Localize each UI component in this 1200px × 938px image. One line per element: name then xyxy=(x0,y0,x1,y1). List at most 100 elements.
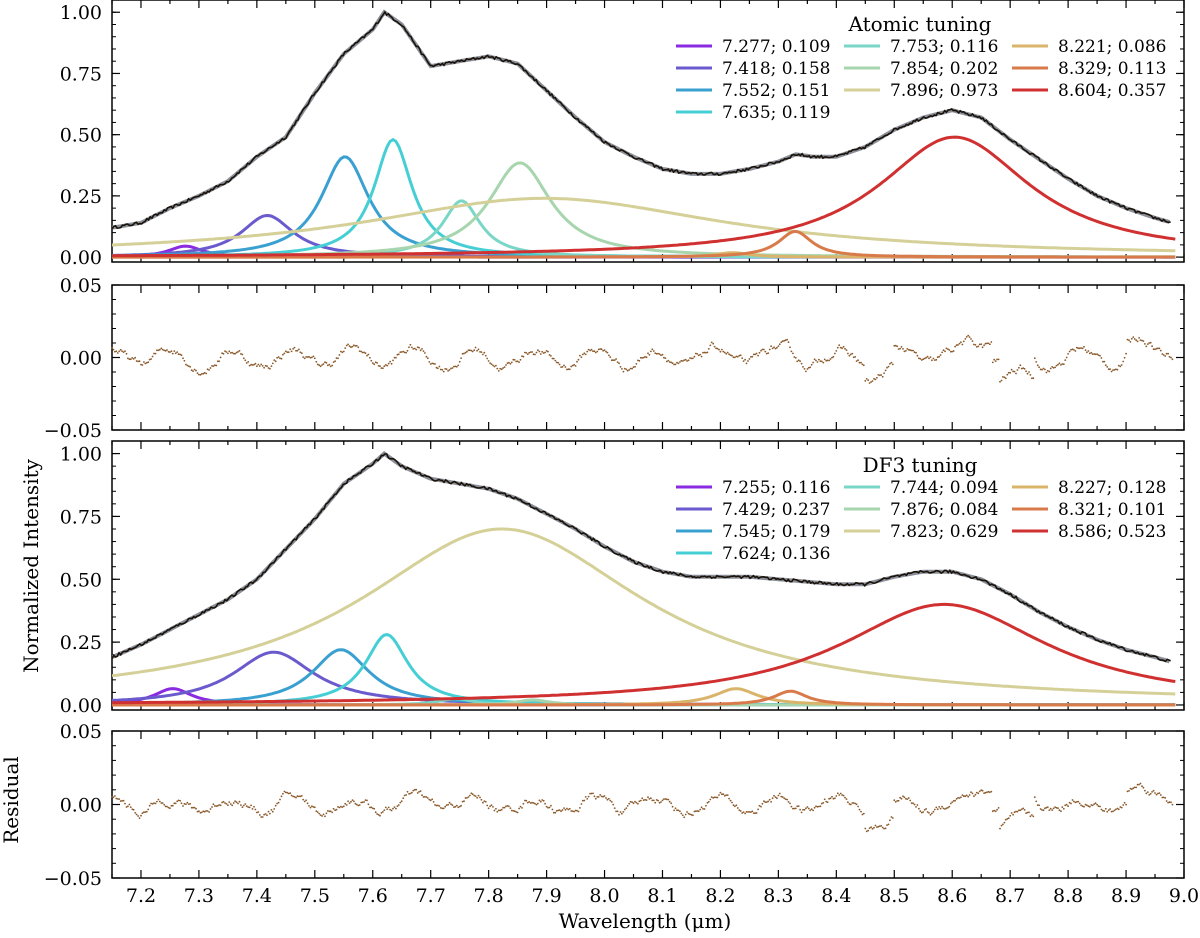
residual-point xyxy=(664,357,667,359)
residual-point xyxy=(186,364,189,367)
residual-point xyxy=(348,802,351,804)
residual-point xyxy=(537,349,539,352)
residual-point xyxy=(1073,349,1075,351)
residual-point xyxy=(728,797,730,800)
residual-point xyxy=(402,350,405,353)
residual-point xyxy=(694,810,697,813)
residual-point xyxy=(1115,368,1117,371)
residual-point xyxy=(929,356,932,358)
residual-point xyxy=(851,352,854,355)
residual-point xyxy=(111,347,113,349)
residual-point xyxy=(240,804,242,806)
residual-point xyxy=(631,367,633,370)
residual-point xyxy=(277,801,280,804)
residual-point xyxy=(1003,821,1006,824)
residual-point xyxy=(195,369,197,372)
residual-point xyxy=(380,367,383,369)
residual-point xyxy=(1083,805,1085,808)
residual-point xyxy=(684,813,687,816)
residual-point xyxy=(441,807,444,810)
residual-point xyxy=(689,357,691,359)
residual-point xyxy=(648,353,651,356)
residual-point xyxy=(763,348,765,351)
residual-point xyxy=(610,359,613,362)
residual-point xyxy=(187,803,190,805)
residual-point xyxy=(1028,811,1030,814)
residual-point xyxy=(671,362,674,365)
residual-point xyxy=(764,350,767,353)
residual-point xyxy=(135,360,138,362)
residual-point xyxy=(1007,371,1010,374)
residual-point xyxy=(282,353,284,356)
residual-point xyxy=(1002,376,1004,378)
residual-point xyxy=(1060,364,1062,366)
residual-point xyxy=(396,353,399,356)
legend-entry: 7.854; 0.202 xyxy=(890,59,998,79)
residual-point xyxy=(1033,357,1036,360)
residual-point xyxy=(311,805,313,808)
residual-point xyxy=(754,812,757,815)
residual-point xyxy=(597,796,600,798)
residual-point xyxy=(973,343,975,346)
residual-point xyxy=(1117,364,1120,367)
legend-entry: 7.823; 0.629 xyxy=(890,522,998,542)
residual-point xyxy=(419,349,422,352)
residual-point xyxy=(121,350,123,352)
residual-point xyxy=(128,803,131,806)
residual-point xyxy=(455,804,458,807)
residual-point xyxy=(119,800,122,802)
residual-point xyxy=(1007,817,1010,820)
residual-point xyxy=(347,343,349,346)
residual-point xyxy=(328,363,331,366)
residual-point xyxy=(757,808,759,811)
residual-point xyxy=(526,353,529,356)
residual-point xyxy=(577,810,580,813)
legend-entry: 7.429; 0.237 xyxy=(722,500,830,520)
residual-point xyxy=(663,356,665,359)
residual-point xyxy=(786,338,788,341)
residual-point xyxy=(1146,343,1149,345)
residual-point xyxy=(468,794,471,797)
residual-point xyxy=(680,812,683,815)
legend-entry: 7.552; 0.151 xyxy=(722,81,830,101)
residual-point xyxy=(1020,808,1023,811)
residual-point xyxy=(626,369,629,372)
residual-point xyxy=(683,816,686,819)
residual-point xyxy=(1142,340,1145,342)
residual-point xyxy=(960,341,962,344)
residual-point xyxy=(551,357,554,360)
residual-point xyxy=(484,354,487,357)
residual-point xyxy=(896,800,899,802)
residual-point xyxy=(418,790,420,793)
residual-point xyxy=(415,348,418,351)
residual-point xyxy=(160,802,163,804)
residual-point xyxy=(225,351,228,353)
residual-point xyxy=(692,814,694,817)
residual-point xyxy=(867,379,870,382)
residual-point xyxy=(942,349,945,352)
residual-point xyxy=(1071,799,1074,801)
residual-point xyxy=(731,354,733,357)
residual-point xyxy=(1141,785,1143,788)
residual-point xyxy=(279,357,281,360)
residual-point xyxy=(321,364,323,366)
residual-point xyxy=(467,796,470,798)
residual-point xyxy=(303,357,306,360)
df3-residual-panel: 7.2 7.3 7.4 7.5 7.6 7.7 7.8 7.9 8.0 8.1 8.2 8.3 8.4 8… xyxy=(44,721,1199,907)
residual-point xyxy=(654,352,657,354)
residual-point xyxy=(1132,787,1135,790)
residual-point xyxy=(822,801,825,804)
y-tick-label: 0.05 xyxy=(60,721,102,743)
residual-point xyxy=(989,343,991,346)
residual-point xyxy=(683,359,686,361)
residual-point xyxy=(823,798,826,801)
residual-point xyxy=(561,809,564,811)
residual-point xyxy=(729,354,732,357)
residual-point xyxy=(1055,806,1058,809)
residual-point xyxy=(997,358,1000,361)
residual-point xyxy=(977,792,980,795)
residual-point xyxy=(738,354,741,357)
residual-point xyxy=(270,365,273,367)
residual-point xyxy=(587,348,590,351)
residual-point xyxy=(1129,341,1132,343)
